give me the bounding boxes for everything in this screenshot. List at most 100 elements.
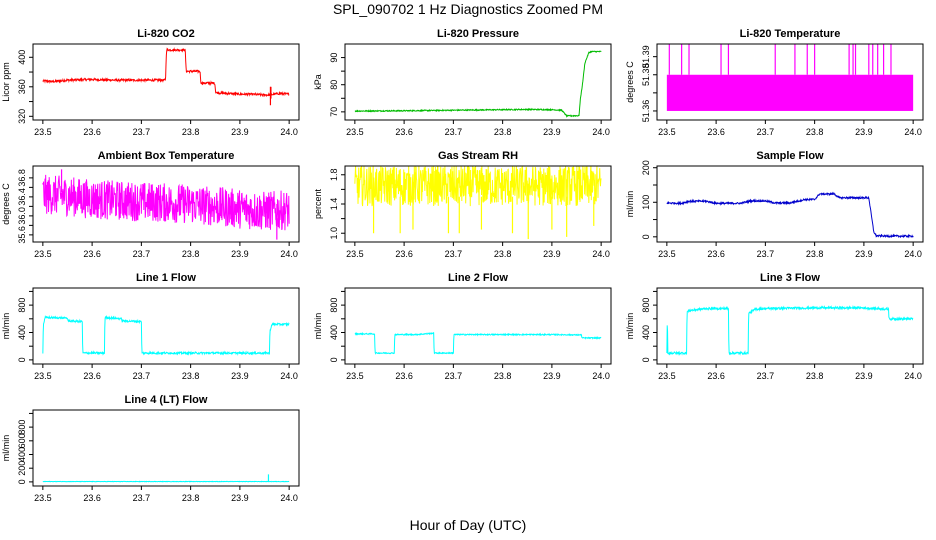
x-tick-label: 23.8 [182,371,200,381]
y-axis-label: ml/min [1,435,11,462]
panel-title: Line 4 (LT) Flow [125,394,208,406]
panel-sample: Sample Flow ml/min 23.5 23.6 23.7 23.8 23.9 24.… [625,150,924,259]
y-tick-label: 800 [17,420,27,435]
data-line [42,47,290,98]
y-tick-label: 36.4 [17,188,27,206]
y-tick-label: 200 [17,461,27,476]
data-line [666,191,914,239]
data-line [354,50,602,118]
x-tick-label: 23.8 [494,249,512,259]
x-tick-label: 23.9 [543,127,561,137]
x-tick-label: 23.6 [395,371,413,381]
y-tick-label: 1.8 [329,169,339,182]
x-tick-label: 23.6 [707,127,725,137]
series-li820temp [666,44,914,111]
x-tick-label: 24.0 [904,127,922,137]
y-tick-label: 36.8 [17,169,27,187]
x-tick-label: 23.6 [83,371,101,381]
x-tick-label: 23.9 [855,371,873,381]
panel-rh: Gas Stream RH percent 23.5 23.6 23.7 23.8 23.9… [313,150,612,259]
panel-title: Li-820 Pressure [437,28,519,40]
y-axis-label: Licor ppm [1,62,11,102]
x-tick-label: 23.5 [658,249,676,259]
panel-line2: Line 2 Flow ml/min 23.5 23.6 23.7 23.8 23.9 24.… [313,272,612,381]
panel-line3: Line 3 Flow ml/min 23.5 23.6 23.7 23.8 23.9 24.… [625,272,924,381]
panel-title: Gas Stream RH [438,150,518,162]
x-tick-label: 23.9 [543,371,561,381]
y-tick-label: 51.38 [641,63,651,86]
y-tick-label: 400 [641,325,651,340]
y-tick-label: 800 [17,298,27,313]
series-ambient [42,169,290,240]
x-tick-label: 23.6 [707,249,725,259]
panel-li820temp: Li-820 Temperature degrees C 23.5 23.6 23.7 2… [625,28,924,137]
y-tick-label: 0 [17,479,27,484]
x-tick-label: 24.0 [280,493,298,503]
x-tick-label: 24.0 [280,249,298,259]
x-tick-label: 23.6 [83,127,101,137]
x-tick-label: 23.6 [83,493,101,503]
y-tick-label: 320 [17,109,27,124]
plot-frame [32,287,300,365]
y-tick-label: 800 [641,298,651,313]
page-title: SPL_090702 1 Hz Diagnostics Zoomed PM [332,1,604,17]
x-tick-label: 23.5 [346,127,364,137]
x-tick-label: 23.5 [346,249,364,259]
y-tick-label: 800 [329,298,339,313]
plot-frame [656,287,924,365]
x-axis-label: Hour of Day (UTC) [409,517,527,533]
series-rh [354,166,602,240]
data-line [42,174,290,231]
x-tick-label: 23.5 [34,493,52,503]
panel-co2: Li-820 CO2 Licor ppm 23.5 23.6 23.7 23.8 23.9 2… [1,28,300,137]
panel-line1: Line 1 Flow ml/min 23.5 23.6 23.7 23.8 23.9 24.… [1,272,300,381]
x-tick-label: 23.9 [543,249,561,259]
series-line3 [666,304,914,356]
y-tick-label: 51.36 [641,100,651,123]
x-tick-label: 24.0 [904,249,922,259]
x-tick-label: 23.7 [445,371,463,381]
x-tick-label: 23.7 [757,127,775,137]
y-axis-label: percent [313,188,323,219]
plot-frame [344,43,612,121]
x-tick-label: 24.0 [280,127,298,137]
x-tick-label: 23.5 [34,127,52,137]
x-tick-label: 23.7 [757,371,775,381]
y-tick-label: 0 [17,357,27,362]
x-tick-label: 23.7 [445,127,463,137]
x-tick-label: 24.0 [904,371,922,381]
x-tick-label: 23.7 [133,371,151,381]
x-tick-label: 23.7 [757,249,775,259]
x-tick-label: 23.9 [231,371,249,381]
x-tick-label: 23.9 [855,127,873,137]
plot-frame [656,43,924,121]
y-tick-label: 400 [329,325,339,340]
y-tick-label: 36.0 [17,207,27,225]
x-tick-label: 23.8 [806,371,824,381]
x-tick-label: 23.7 [133,493,151,503]
x-tick-label: 23.9 [231,127,249,137]
data-line [42,314,290,356]
y-axis-label: degrees C [1,183,11,225]
y-tick-label: 0 [329,357,339,362]
x-tick-label: 23.7 [133,249,151,259]
x-tick-label: 23.8 [806,249,824,259]
x-tick-label: 23.8 [182,249,200,259]
y-tick-label: 80 [329,80,339,90]
x-tick-label: 23.5 [34,249,52,259]
x-tick-label: 23.5 [34,371,52,381]
data-band [666,74,914,111]
y-tick-label: 100 [641,195,651,210]
x-tick-label: 23.6 [707,371,725,381]
y-tick-label: 400 [17,447,27,462]
series-line4 [42,474,290,483]
y-tick-label: 400 [17,325,27,340]
series-line1 [42,314,290,356]
plot-frame [32,43,300,121]
y-tick-label: 600 [17,433,27,448]
x-tick-label: 23.6 [395,249,413,259]
series-pressure [354,50,602,118]
plot-frame [32,165,300,243]
panel-title: Line 3 Flow [760,272,820,284]
x-tick-label: 23.7 [445,249,463,259]
